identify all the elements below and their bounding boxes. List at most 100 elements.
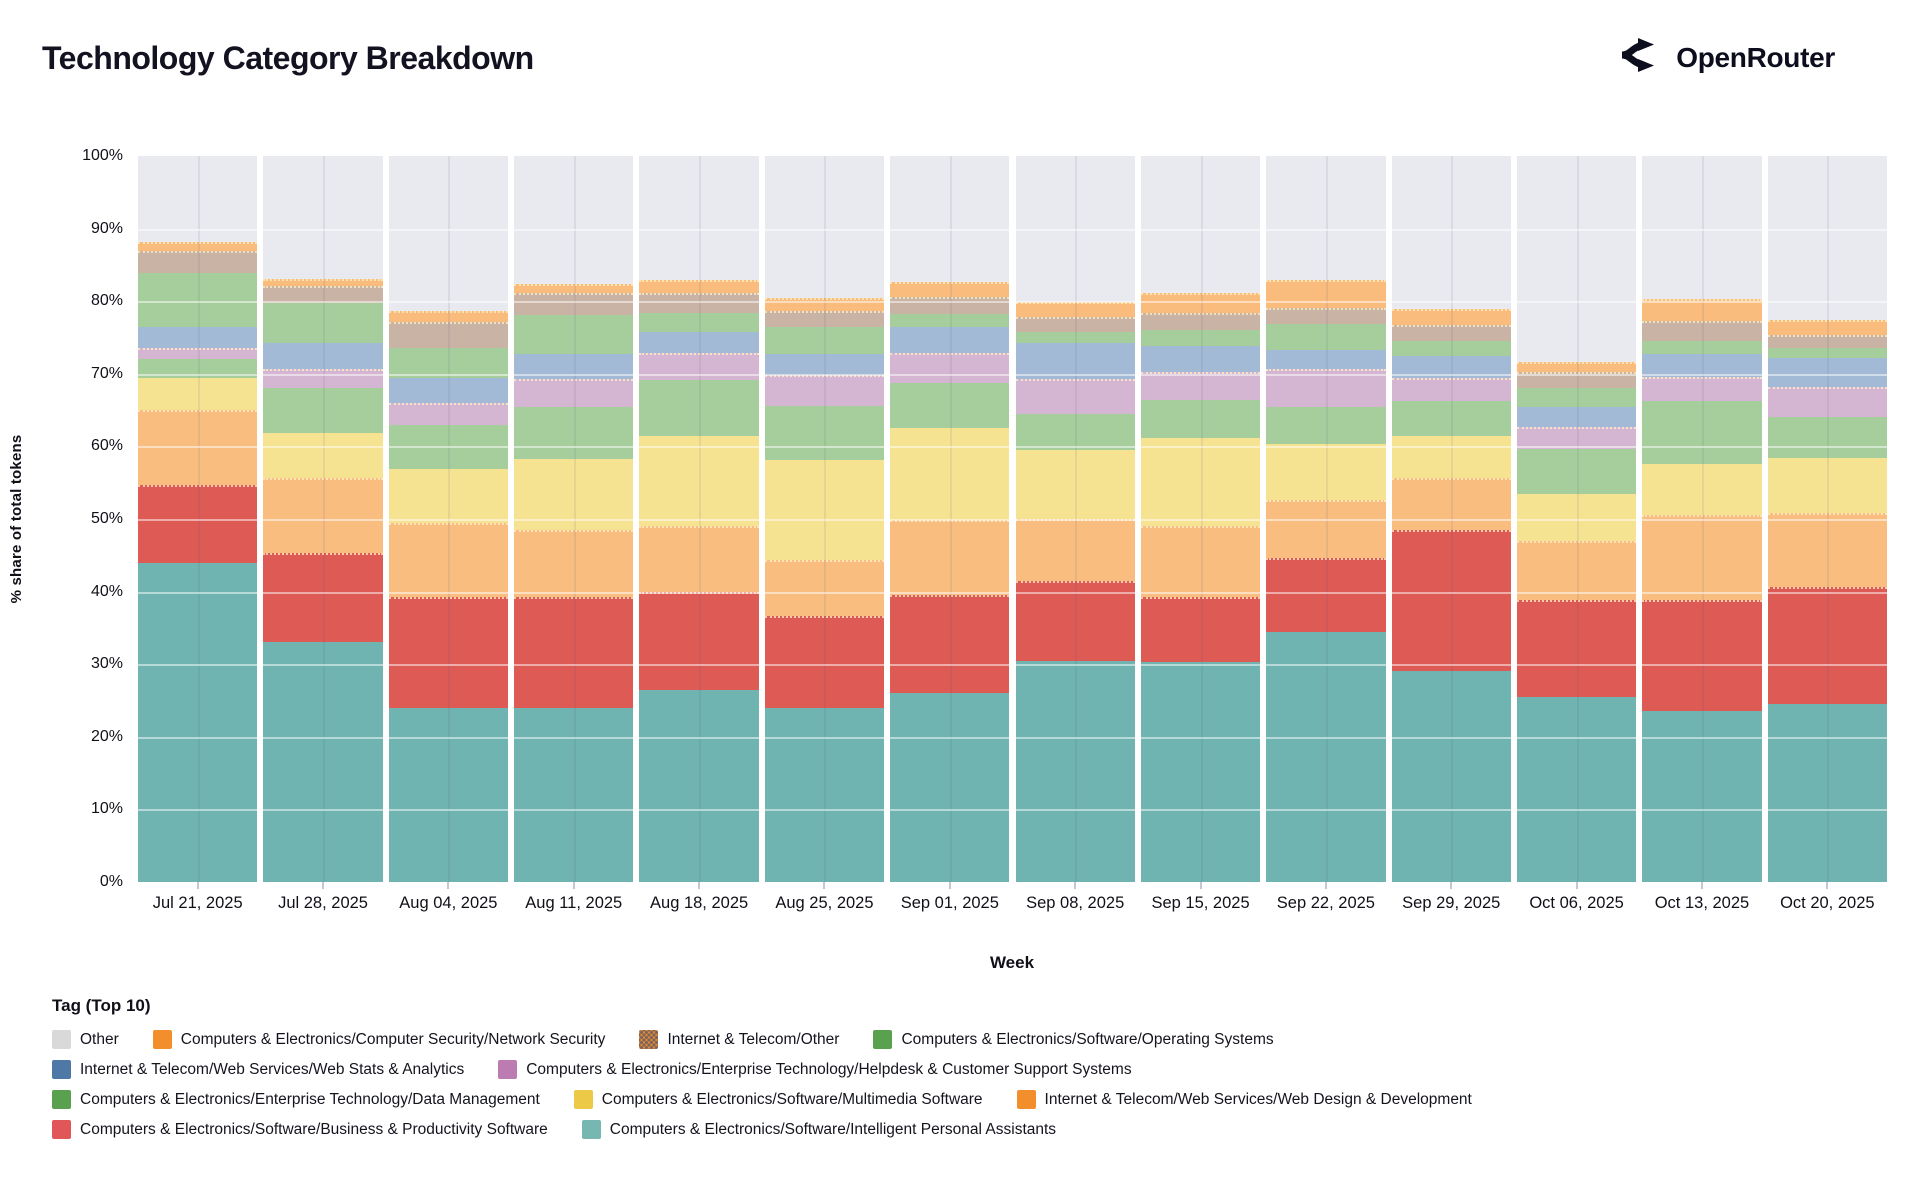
segment[interactable] bbox=[639, 436, 759, 526]
segment[interactable] bbox=[1516, 599, 1637, 697]
segment[interactable] bbox=[263, 432, 383, 478]
segment[interactable] bbox=[1767, 334, 1887, 349]
segment[interactable] bbox=[1642, 463, 1762, 516]
segment[interactable] bbox=[388, 377, 509, 403]
bar-oct-20-2025[interactable] bbox=[1767, 156, 1887, 882]
segment[interactable] bbox=[1266, 443, 1386, 501]
segment[interactable] bbox=[1642, 599, 1762, 712]
segment[interactable] bbox=[639, 292, 759, 313]
segment[interactable] bbox=[1391, 156, 1511, 310]
segment[interactable] bbox=[1516, 493, 1637, 541]
segment[interactable] bbox=[764, 707, 885, 882]
bar-aug-04-2025[interactable] bbox=[388, 156, 509, 882]
segment[interactable] bbox=[1140, 372, 1261, 400]
segment[interactable] bbox=[1266, 368, 1386, 408]
segment[interactable] bbox=[1642, 400, 1762, 464]
segment[interactable] bbox=[1140, 662, 1261, 882]
segment[interactable] bbox=[1767, 348, 1887, 358]
segment[interactable] bbox=[1391, 400, 1511, 437]
segment[interactable] bbox=[1516, 449, 1637, 494]
segment[interactable] bbox=[1140, 156, 1261, 293]
segment[interactable] bbox=[138, 348, 258, 360]
segment[interactable] bbox=[514, 293, 634, 316]
segment[interactable] bbox=[639, 689, 759, 882]
legend-item[interactable]: Computers & Electronics/Software/Operati… bbox=[873, 1030, 1274, 1049]
segment[interactable] bbox=[1391, 309, 1511, 326]
segment[interactable] bbox=[1266, 349, 1386, 369]
segment[interactable] bbox=[1391, 355, 1511, 378]
segment[interactable] bbox=[764, 405, 885, 461]
bar-jul-21-2025[interactable] bbox=[138, 156, 258, 882]
segment[interactable] bbox=[639, 312, 759, 332]
segment[interactable] bbox=[1391, 377, 1511, 401]
segment[interactable] bbox=[890, 314, 1010, 327]
segment[interactable] bbox=[1516, 696, 1637, 882]
segment[interactable] bbox=[1015, 660, 1135, 882]
segment[interactable] bbox=[138, 272, 258, 328]
bar-aug-25-2025[interactable] bbox=[764, 156, 885, 882]
segment[interactable] bbox=[388, 596, 509, 708]
segment[interactable] bbox=[514, 529, 634, 598]
segment[interactable] bbox=[1516, 156, 1637, 362]
segment[interactable] bbox=[1266, 631, 1386, 882]
legend-item[interactable]: Computers & Electronics/Enterprise Techn… bbox=[498, 1060, 1132, 1079]
segment[interactable] bbox=[1015, 450, 1135, 520]
segment[interactable] bbox=[263, 343, 383, 369]
segment[interactable] bbox=[764, 559, 885, 617]
segment[interactable] bbox=[1015, 378, 1135, 414]
legend-item[interactable]: Computers & Electronics/Software/Busines… bbox=[52, 1120, 548, 1139]
segment[interactable] bbox=[263, 387, 383, 433]
segment[interactable] bbox=[1767, 587, 1887, 705]
segment[interactable] bbox=[514, 407, 634, 459]
segment[interactable] bbox=[639, 331, 759, 353]
segment[interactable] bbox=[263, 286, 383, 303]
segment[interactable] bbox=[764, 298, 885, 312]
segment[interactable] bbox=[1140, 596, 1261, 663]
segment[interactable] bbox=[1391, 325, 1511, 342]
legend-item[interactable]: Computers & Electronics/Software/Intelli… bbox=[581, 1120, 1056, 1139]
segment[interactable] bbox=[639, 352, 759, 381]
segment[interactable] bbox=[514, 156, 634, 284]
segment[interactable] bbox=[1140, 330, 1261, 346]
segment[interactable] bbox=[1266, 500, 1386, 559]
bar-oct-06-2025[interactable] bbox=[1516, 156, 1637, 882]
segment[interactable] bbox=[388, 523, 509, 597]
bar-sep-08-2025[interactable] bbox=[1015, 156, 1135, 882]
segment[interactable] bbox=[1642, 299, 1762, 321]
segment[interactable] bbox=[138, 251, 258, 273]
segment[interactable] bbox=[1391, 529, 1511, 672]
segment[interactable] bbox=[263, 642, 383, 882]
segment[interactable] bbox=[514, 315, 634, 355]
segment[interactable] bbox=[263, 477, 383, 554]
segment[interactable] bbox=[263, 278, 383, 287]
segment[interactable] bbox=[263, 368, 383, 388]
segment[interactable] bbox=[388, 402, 509, 425]
segment[interactable] bbox=[388, 311, 509, 322]
segment[interactable] bbox=[764, 353, 885, 376]
segment[interactable] bbox=[388, 347, 509, 378]
segment[interactable] bbox=[514, 354, 634, 379]
segment[interactable] bbox=[1140, 525, 1261, 597]
bar-sep-29-2025[interactable] bbox=[1391, 156, 1511, 882]
segment[interactable] bbox=[890, 156, 1010, 283]
legend-item[interactable]: Computers & Electronics/Software/Multime… bbox=[573, 1090, 983, 1109]
legend-item[interactable]: Internet & Telecom/Other bbox=[639, 1030, 839, 1049]
bar-sep-22-2025[interactable] bbox=[1266, 156, 1386, 882]
segment[interactable] bbox=[764, 375, 885, 406]
segment[interactable] bbox=[1391, 671, 1511, 882]
segment[interactable] bbox=[1015, 343, 1135, 379]
legend-item[interactable]: Computers & Electronics/Computer Securit… bbox=[152, 1030, 605, 1049]
brand-logo[interactable]: OpenRouter bbox=[1620, 36, 1835, 79]
segment[interactable] bbox=[1767, 704, 1887, 882]
segment[interactable] bbox=[639, 156, 759, 280]
legend-item[interactable]: Internet & Telecom/Web Services/Web Stat… bbox=[52, 1060, 464, 1079]
segment[interactable] bbox=[1140, 312, 1261, 331]
segment[interactable] bbox=[514, 707, 634, 882]
segment[interactable] bbox=[138, 562, 258, 882]
segment[interactable] bbox=[1516, 426, 1637, 450]
segment[interactable] bbox=[639, 380, 759, 437]
segment[interactable] bbox=[388, 321, 509, 348]
segment[interactable] bbox=[639, 591, 759, 690]
segment[interactable] bbox=[1391, 436, 1511, 479]
segment[interactable] bbox=[1015, 316, 1135, 333]
